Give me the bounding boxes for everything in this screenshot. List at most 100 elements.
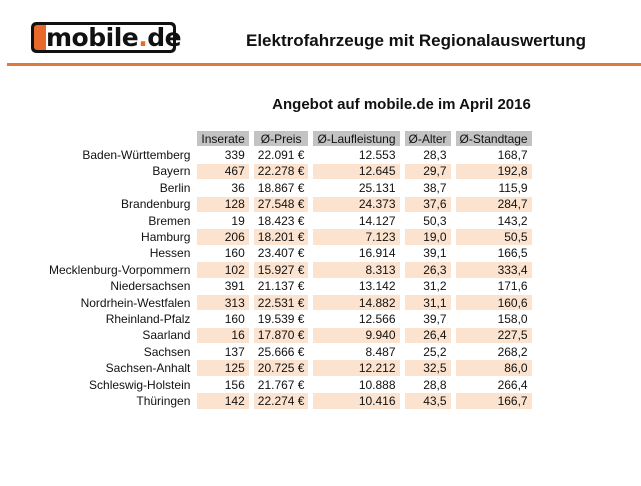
cell-value: 10.416: [313, 393, 400, 409]
cell-value: 32,5: [404, 360, 451, 376]
table-row: Brandenburg 128 27.548 €24.373 37,6 284,7: [45, 196, 532, 212]
cell-value: 284,7: [455, 196, 532, 212]
table-title: Angebot auf mobile.de im April 2016: [272, 96, 531, 113]
cell-value: 333,4: [455, 262, 532, 278]
cell-value: 50,5: [455, 229, 532, 245]
column-header: Inserate: [197, 131, 249, 147]
region-name: Sachsen: [143, 344, 191, 359]
cell-value: 31,1: [404, 294, 451, 311]
region-name: Schleswig-Holstein: [89, 377, 191, 392]
cell-value: 227,5: [455, 327, 532, 344]
region-name: Bremen: [148, 213, 191, 228]
cell-value: 38,7: [423, 180, 447, 195]
region-name: Bayern: [152, 164, 191, 179]
table-row: Nordrhein-Westfalen 313 22.531 €14.882 31,1…: [45, 294, 532, 311]
table-row: Baden-Württemberg 339 22.091 € 12.553 28,3 16…: [45, 147, 532, 162]
table-row: Mecklenburg-Vorpommern 102 15.927 €8.313 26…: [45, 262, 532, 278]
cell-value: 17.870 €: [253, 327, 309, 344]
cell-value: 12.566: [358, 311, 396, 326]
cell-value: 166,5: [497, 246, 528, 261]
cell-value: 15.927 €: [253, 262, 309, 278]
column-header: Ø-Alter: [404, 131, 451, 147]
cell-value: 43,5: [404, 393, 451, 409]
region-name: Hamburg: [141, 230, 191, 245]
cell-value: 20.725 €: [253, 360, 309, 376]
cell-value: 391: [224, 279, 245, 294]
cell-value: 26,4: [404, 327, 451, 344]
cell-value: 9.940: [313, 327, 400, 344]
cell-value: 21.137 €: [257, 279, 305, 294]
cell-value: 467: [197, 163, 249, 180]
region-name: Berlin: [159, 180, 191, 195]
region-name: Nordrhein-Westfalen: [80, 295, 191, 310]
table-row: Sachsen 137 25.666 € 8.487 25,2 268,2: [45, 344, 532, 359]
cell-value: 128: [197, 196, 249, 212]
cell-value: 137: [224, 344, 245, 359]
cell-value: 28,3: [423, 148, 447, 163]
cell-value: 192,8: [455, 163, 532, 180]
region-name: Thüringen: [136, 393, 191, 408]
column-header: Ø-Preis: [253, 131, 309, 147]
cell-value: 14.882: [313, 294, 400, 311]
cell-value: 37,6: [404, 196, 451, 212]
table-row: Hamburg 206 18.201 €7.123 19,0 50,5: [45, 229, 532, 245]
cell-value: 25.131: [358, 180, 396, 195]
cell-value: 22.278 €: [253, 163, 309, 180]
cell-value: 22.274 €: [253, 393, 309, 409]
column-header: Ø-Standtage: [455, 131, 532, 147]
cell-value: 160,6: [455, 294, 532, 311]
cell-value: 31,2: [423, 279, 447, 294]
cell-value: 86,0: [455, 360, 532, 376]
cell-value: 50,3: [423, 213, 447, 228]
table-row: Thüringen 142 22.274 €10.416 43,5 166,7: [45, 393, 532, 409]
cell-value: 166,7: [455, 393, 532, 409]
cell-value: 158,0: [497, 311, 528, 326]
table-row: Rheinland-Pfalz 160 19.539 € 12.566 39,7 158,…: [45, 311, 532, 326]
corner-cell: [45, 131, 192, 146]
cell-value: 39,7: [423, 311, 447, 326]
cell-value: 8.487: [365, 344, 396, 359]
region-name: Saarland: [142, 328, 191, 343]
cell-value: 23.407 €: [257, 246, 305, 261]
cell-value: 22.091 €: [257, 148, 305, 163]
mobile-de-logo: mobile.de: [31, 22, 182, 53]
cell-value: 22.531 €: [253, 294, 309, 311]
cell-value: 7.123: [313, 229, 400, 245]
table-row: Bremen 19 18.423 € 14.127 50,3 143,2: [45, 213, 532, 228]
cell-value: 156: [224, 377, 245, 392]
cell-value: 313: [197, 294, 249, 311]
region-name: Rheinland-Pfalz: [105, 311, 191, 326]
cell-value: 18.423 €: [257, 213, 305, 228]
cell-value: 19.539 €: [257, 311, 305, 326]
cell-value: 25.666 €: [257, 344, 305, 359]
cell-value: 102: [197, 262, 249, 278]
table-row: Saarland 16 17.870 €9.940 26,4 227,5: [45, 327, 532, 344]
cell-value: 19,0: [404, 229, 451, 245]
region-name: Baden-Württemberg: [82, 148, 191, 163]
region-name: Niedersachsen: [110, 279, 191, 294]
region-name: Hessen: [149, 246, 191, 261]
region-name: Mecklenburg-Vorpommern: [49, 262, 191, 277]
column-header: Ø-Laufleistung: [313, 131, 400, 147]
cell-value: 27.548 €: [253, 196, 309, 212]
cell-value: 115,9: [498, 180, 528, 195]
cell-value: 266,4: [497, 377, 528, 392]
cell-value: 268,2: [497, 344, 528, 359]
table-row: Hessen 160 23.407 € 16.914 39,1 166,5: [45, 246, 532, 261]
cell-value: 26,3: [404, 262, 451, 278]
cell-value: 18.201 €: [253, 229, 309, 245]
cell-value: 39,1: [423, 246, 447, 261]
region-name: Brandenburg: [121, 197, 191, 212]
cell-value: 339: [224, 148, 245, 163]
logo-accent-bar: [34, 25, 46, 50]
cell-value: 21.767 €: [257, 377, 305, 392]
cell-value: 28,8: [423, 377, 447, 392]
table-row: Sachsen-Anhalt 125 20.725 €12.212 32,5 86,0: [45, 360, 532, 376]
cell-value: 14.127: [358, 213, 396, 228]
cell-value: 18.867 €: [257, 180, 305, 195]
cell-value: 25,2: [423, 344, 447, 359]
cell-value: 171,6: [497, 279, 528, 294]
cell-value: 10.888: [358, 377, 396, 392]
page-title: Elektrofahrzeuge mit Regionalauswertung: [246, 31, 587, 50]
cell-value: 16.914: [358, 246, 396, 261]
